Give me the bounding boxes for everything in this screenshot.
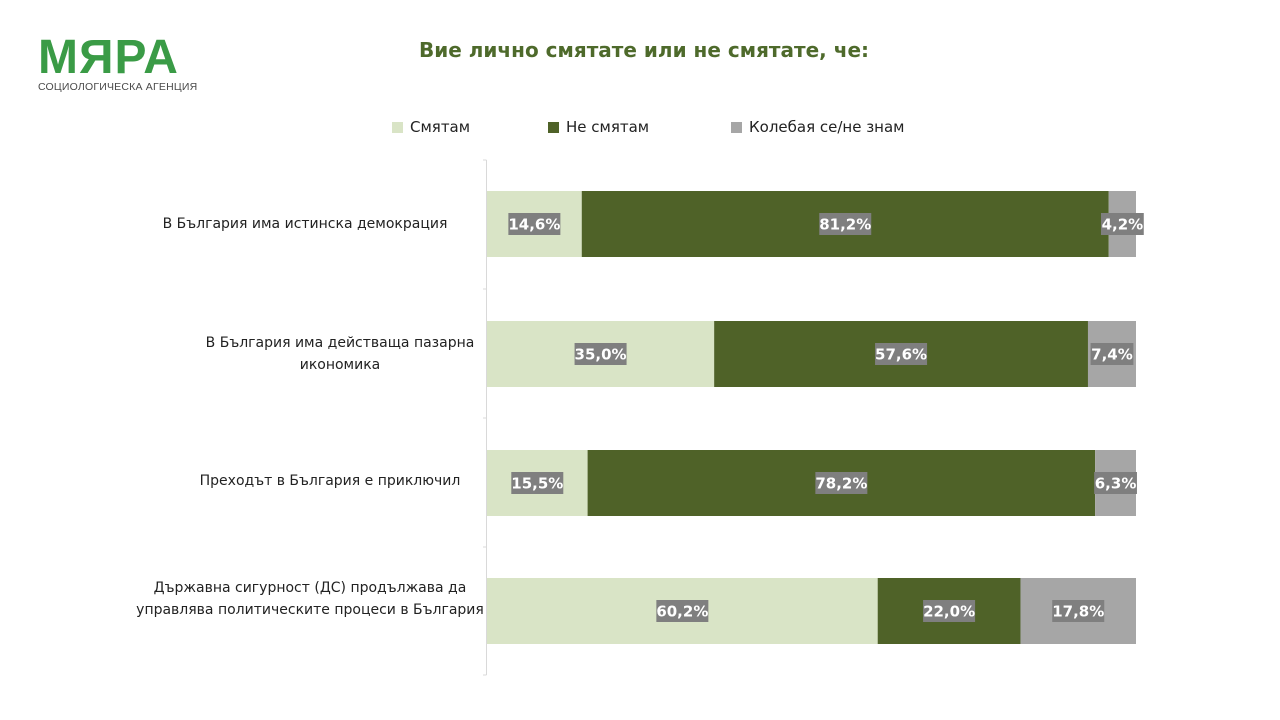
bar-disagree-1	[714, 321, 1088, 387]
bar-unsure-1	[1087, 321, 1136, 387]
data-label-bg-disagree-0	[819, 213, 872, 235]
bar-disagree-2	[587, 450, 1096, 516]
legend-label-disagree: Не смятам	[566, 118, 650, 136]
data-label-bg-agree-3	[656, 600, 709, 622]
data-label-bg-unsure-3	[1052, 600, 1105, 622]
data-label-bg-disagree-3	[923, 600, 976, 622]
data-label-text-agree-1: 35,0%	[575, 346, 627, 364]
data-label-text-unsure-2: 6,3%	[1095, 475, 1137, 493]
data-label-bg-unsure-0	[1100, 213, 1144, 235]
legend-swatch-agree	[392, 121, 403, 133]
data-label-agree-2: 15,5%	[511, 472, 563, 494]
chart-title: Вие лично смятате или не смятате, че:	[418, 38, 870, 62]
bar-agree-2	[487, 450, 588, 516]
data-label-text-unsure-3: 17,8%	[1052, 603, 1104, 621]
data-label-agree-1: 35,0%	[575, 343, 627, 365]
category-label-1: В България има действаща пазарна икономи…	[205, 335, 475, 373]
data-label-agree-0: 14,6%	[508, 213, 560, 235]
data-label-unsure-0: 4,2%	[1100, 213, 1144, 235]
bar-agree-3	[487, 578, 878, 644]
data-label-bg-unsure-1	[1090, 343, 1134, 365]
data-label-text-agree-3: 60,2%	[656, 603, 708, 621]
logo: МЯРА СОЦИОЛОГИЧЕСКА АГЕНЦИЯ	[38, 31, 198, 94]
data-label-text-disagree-0: 81,2%	[819, 216, 871, 234]
data-label-text-agree-0: 14,6%	[508, 216, 560, 234]
data-label-text-disagree-1: 57,6%	[875, 346, 927, 364]
data-label-text-disagree-3: 22,0%	[923, 603, 975, 621]
bar-disagree-0	[581, 191, 1109, 257]
data-label-disagree-3: 22,0%	[923, 600, 975, 622]
bar-unsure-2	[1095, 450, 1136, 516]
data-label-bg-agree-0	[508, 213, 561, 235]
data-label-unsure-3: 17,8%	[1052, 600, 1104, 622]
bar-agree-1	[487, 321, 715, 387]
data-label-disagree-1: 57,6%	[875, 343, 927, 365]
bar-unsure-3	[1020, 578, 1136, 644]
bar-agree-0	[487, 191, 582, 257]
data-label-bg-disagree-2	[815, 472, 868, 494]
data-label-bg-disagree-1	[875, 343, 928, 365]
legend-swatch-disagree	[548, 121, 559, 133]
legend-item-disagree: Не смятам	[548, 118, 649, 136]
chart-legend: Смятам Не смятам Колебая се/не знам	[0, 118, 1280, 140]
data-label-agree-3: 60,2%	[656, 600, 708, 622]
legend-label-unsure: Колебая се/не знам	[749, 118, 905, 136]
category-label-2: Преходът в България е приключил	[199, 473, 461, 489]
legend-label-agree: Смятам	[410, 118, 471, 136]
data-label-bg-agree-2	[511, 472, 564, 494]
bar-disagree-3	[877, 578, 1021, 644]
legend-swatch-unsure	[731, 121, 742, 133]
data-label-text-unsure-1: 7,4%	[1091, 346, 1133, 364]
data-label-bg-agree-1	[574, 343, 627, 365]
legend-item-agree: Смятам	[392, 118, 470, 136]
data-label-disagree-2: 78,2%	[815, 472, 867, 494]
data-label-text-disagree-2: 78,2%	[815, 475, 867, 493]
legend-item-unsure: Колебая се/не знам	[731, 118, 905, 136]
category-label-3: Държавна сигурност (ДС) продължава да уп…	[136, 580, 484, 618]
bar-unsure-0	[1108, 191, 1136, 257]
data-label-unsure-2: 6,3%	[1094, 472, 1137, 494]
data-label-bg-unsure-2	[1094, 472, 1137, 494]
logo-sub-text: СОЦИОЛОГИЧЕСКА АГЕНЦИЯ	[38, 81, 198, 93]
category-label-0: В България има истинска демокрация	[162, 216, 448, 232]
data-label-text-unsure-0: 4,2%	[1102, 216, 1144, 234]
data-label-text-agree-2: 15,5%	[511, 475, 563, 493]
data-label-disagree-0: 81,2%	[819, 213, 871, 235]
data-label-unsure-1: 7,4%	[1090, 343, 1134, 365]
logo-main-text: МЯРА	[38, 31, 179, 84]
